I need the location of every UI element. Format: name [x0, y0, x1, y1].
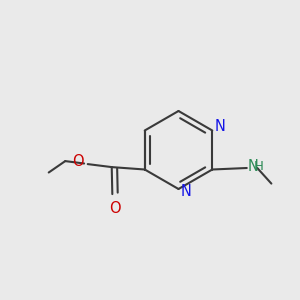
- Text: N: N: [248, 159, 259, 174]
- Text: O: O: [72, 154, 83, 169]
- Text: O: O: [110, 201, 121, 216]
- Text: H: H: [254, 160, 264, 173]
- Text: N: N: [181, 184, 191, 200]
- Text: N: N: [214, 119, 225, 134]
